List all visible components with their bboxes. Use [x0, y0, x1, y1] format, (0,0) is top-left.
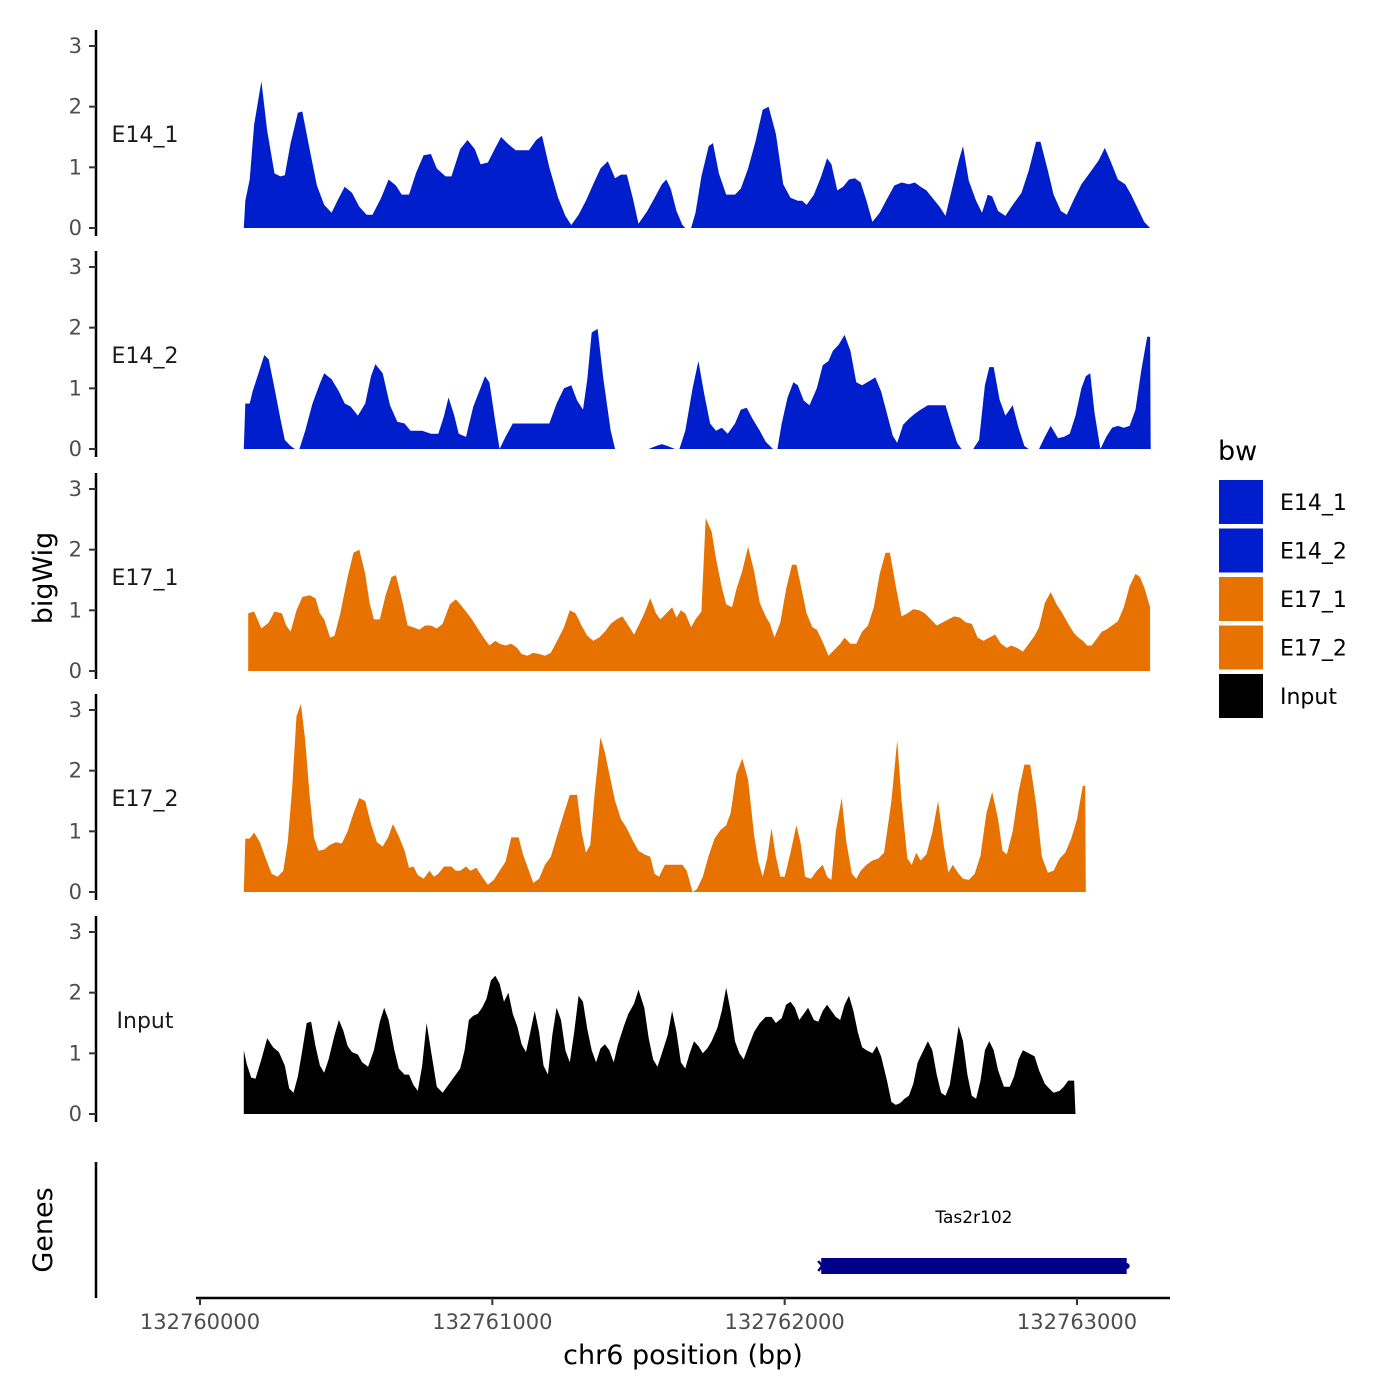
legend-label: E17_2: [1280, 637, 1347, 662]
y-tick-label: 0: [69, 1102, 82, 1126]
genes-axis-title: Genes: [28, 1187, 59, 1272]
area-e17_1: [248, 518, 1151, 671]
area-input: [243, 975, 1076, 1114]
gene-label: Tas2r102: [934, 1208, 1012, 1228]
track-label: E17_1: [112, 566, 179, 591]
legend-swatch-e17_1: [1219, 577, 1263, 621]
x-axis: chr6 position (bp) 132760000 132761000 132…: [140, 1296, 1170, 1371]
legend-label: E14_2: [1280, 540, 1347, 565]
track-e14_1: 0 1 2 3 E14_1: [69, 30, 1151, 240]
y-tick-label: 2: [69, 759, 82, 783]
y-tick-label: 2: [69, 538, 82, 562]
x-tick-label: 132763000: [1017, 1310, 1137, 1334]
y-tick-label: 1: [69, 1041, 82, 1065]
x-tick-label: 132760000: [140, 1310, 260, 1334]
x-axis-title: chr6 position (bp): [563, 1340, 803, 1371]
y-tick-label: 1: [69, 155, 82, 179]
y-tick-label: 2: [69, 95, 82, 119]
y-axis-title: bigWig: [28, 532, 59, 625]
y-tick-label: 3: [69, 920, 82, 944]
track-label: E17_2: [112, 787, 179, 812]
gene-body: [821, 1258, 1127, 1274]
gene-end-marker: [1123, 1263, 1130, 1269]
track-e14_2: 0 1 2 3 E14_2: [69, 251, 1151, 461]
gene-group: Tas2r102: [817, 1208, 1130, 1274]
legend-swatch-input: [1219, 674, 1263, 718]
gene-track: Genes Tas2r102: [28, 1162, 1130, 1298]
legend-label: E17_1: [1280, 588, 1347, 613]
y-tick-label: 0: [69, 659, 82, 683]
legend-label: E14_1: [1280, 491, 1347, 516]
area-e14_1: [243, 81, 1151, 228]
legend-swatch-e14_1: [1219, 480, 1263, 524]
y-tick-label: 3: [69, 477, 82, 501]
track-label: E14_1: [112, 123, 179, 148]
y-tick-label: 0: [69, 216, 82, 240]
legend-label: Input: [1280, 685, 1337, 710]
y-tick-label: 2: [69, 981, 82, 1005]
track-e17_1: 0 1 2 3 E17_1: [69, 473, 1151, 683]
track-label: Input: [117, 1009, 174, 1034]
y-tick-label: 3: [69, 255, 82, 279]
area-e17_2: [243, 703, 1086, 892]
strand-arrow-icon: [817, 1260, 828, 1272]
y-tick-label: 0: [69, 880, 82, 904]
y-tick-label: 1: [69, 376, 82, 400]
track-input: 0 1 2 3 Input: [69, 916, 1076, 1126]
legend-title: bw: [1218, 436, 1257, 467]
legend-swatch-e17_2: [1219, 625, 1263, 670]
track-e17_2: 0 1 2 3 E17_2: [69, 694, 1086, 904]
signal-tracks: 0 1 2 3 E14_1 0 1 2 3 E14_2 0 1 2 3 E17_1 0 1 2 3 E17_2 0 1 2 3…: [69, 30, 1151, 1126]
y-tick-label: 3: [69, 34, 82, 58]
y-tick-label: 2: [69, 316, 82, 340]
legend: bw E14_1 E14_2 E17_1 E17_2 Input: [1218, 436, 1347, 718]
track-label: E14_2: [112, 344, 179, 369]
y-tick-label: 0: [69, 437, 82, 461]
y-tick-label: 1: [69, 819, 82, 843]
x-tick-label: 132762000: [725, 1310, 845, 1334]
y-tick-label: 3: [69, 698, 82, 722]
area-e14_2: [243, 328, 1151, 449]
y-tick-label: 1: [69, 598, 82, 622]
legend-swatch-e14_2: [1219, 528, 1263, 573]
x-tick-label: 132761000: [432, 1310, 552, 1334]
